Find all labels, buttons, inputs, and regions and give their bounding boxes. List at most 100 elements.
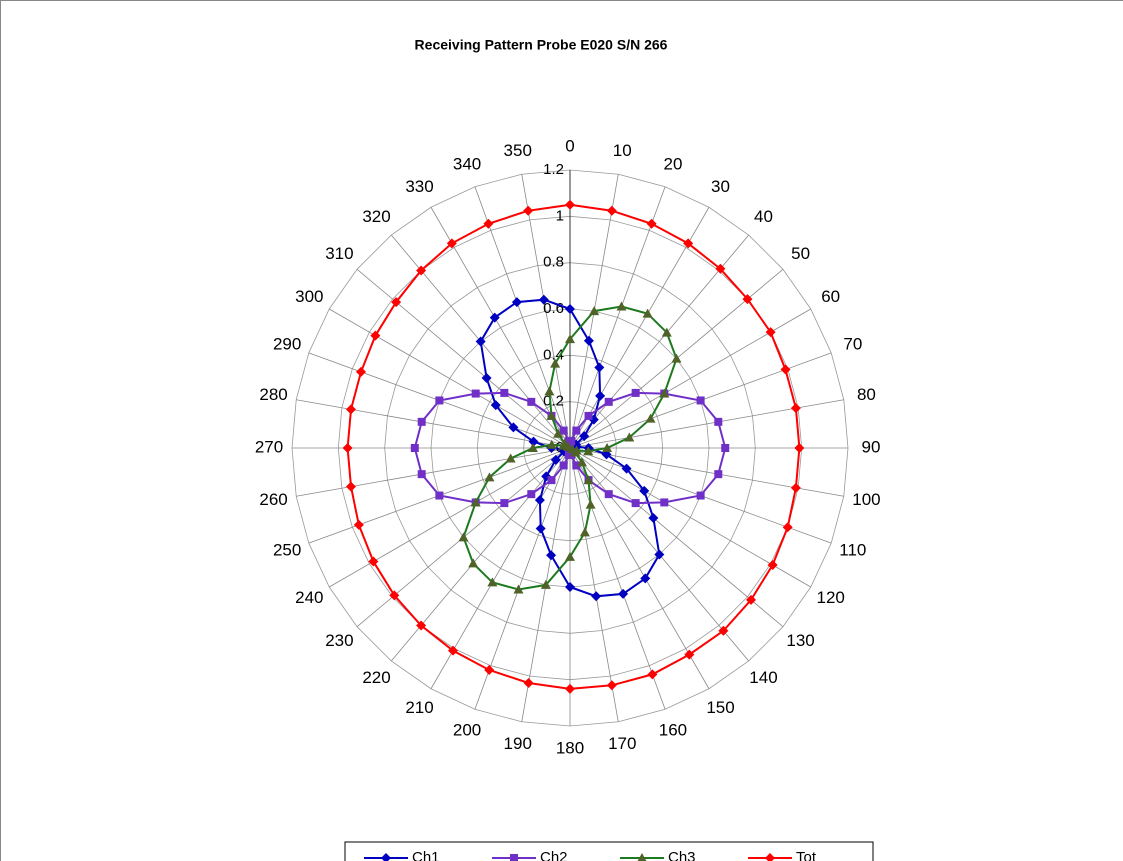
legend-label: Ch3 bbox=[668, 849, 696, 861]
marker bbox=[780, 364, 791, 375]
marker bbox=[595, 390, 606, 401]
angle-label: 40 bbox=[754, 207, 773, 226]
marker bbox=[487, 577, 498, 587]
angle-label: 270 bbox=[255, 437, 283, 456]
marker bbox=[683, 238, 694, 249]
angle-label: 280 bbox=[259, 385, 287, 404]
marker bbox=[528, 436, 539, 447]
marker bbox=[391, 297, 402, 308]
marker bbox=[618, 588, 629, 599]
angle-label: 80 bbox=[857, 385, 876, 404]
marker bbox=[631, 499, 640, 508]
marker bbox=[559, 438, 570, 448]
marker bbox=[594, 362, 605, 373]
marker bbox=[602, 443, 613, 452]
angle-label: 120 bbox=[816, 588, 844, 607]
marker bbox=[468, 558, 479, 568]
marker bbox=[639, 485, 650, 496]
marker bbox=[540, 579, 551, 589]
spoke bbox=[569, 207, 710, 449]
marker bbox=[714, 470, 723, 479]
marker bbox=[570, 447, 581, 457]
marker bbox=[446, 238, 457, 249]
marker bbox=[589, 306, 600, 316]
marker bbox=[648, 512, 659, 523]
marker bbox=[767, 559, 778, 570]
angle-label: 310 bbox=[325, 244, 353, 263]
spoke bbox=[329, 308, 571, 449]
angle-label: 60 bbox=[821, 287, 840, 306]
marker bbox=[790, 403, 801, 414]
marker bbox=[765, 327, 776, 338]
marker bbox=[481, 373, 492, 384]
marker bbox=[565, 199, 575, 210]
angle-label: 220 bbox=[362, 668, 390, 687]
marker bbox=[527, 443, 538, 452]
spoke bbox=[569, 447, 784, 628]
marker bbox=[490, 400, 501, 411]
marker bbox=[535, 523, 546, 534]
marker bbox=[510, 854, 518, 861]
angle-label: 210 bbox=[405, 698, 433, 717]
marker bbox=[564, 437, 573, 446]
marker bbox=[565, 683, 575, 694]
marker bbox=[647, 669, 658, 680]
angle-label: 350 bbox=[504, 141, 532, 160]
marker bbox=[742, 294, 753, 305]
marker bbox=[606, 205, 617, 216]
radial-tick-label: 0.2 bbox=[543, 393, 564, 410]
marker bbox=[583, 446, 594, 456]
legend-box bbox=[344, 841, 874, 861]
marker bbox=[565, 582, 575, 592]
marker bbox=[410, 444, 419, 452]
angle-label: 0 bbox=[565, 136, 574, 155]
angle-label: 90 bbox=[862, 437, 881, 456]
marker bbox=[368, 556, 379, 567]
marker bbox=[527, 397, 536, 406]
marker bbox=[505, 453, 516, 463]
marker bbox=[342, 443, 353, 453]
marker bbox=[484, 665, 495, 676]
marker bbox=[546, 439, 557, 449]
spoke bbox=[474, 447, 571, 710]
marker bbox=[642, 308, 653, 318]
marker bbox=[585, 499, 596, 509]
legend-label: Ch2 bbox=[540, 849, 568, 861]
marker bbox=[721, 444, 730, 452]
marker bbox=[583, 475, 594, 485]
marker bbox=[500, 388, 509, 397]
marker bbox=[381, 853, 391, 861]
angle-label: 230 bbox=[325, 631, 353, 650]
chart-title: Receiving Pattern Probe E020 S/N 266 bbox=[415, 37, 668, 53]
angle-label: 330 bbox=[405, 177, 433, 196]
spoke bbox=[474, 186, 571, 449]
marker bbox=[671, 353, 682, 363]
marker bbox=[646, 218, 657, 229]
angle-label: 320 bbox=[362, 207, 390, 226]
marker bbox=[435, 491, 444, 500]
radial-tick-label: 1 bbox=[556, 207, 564, 224]
marker bbox=[546, 550, 557, 561]
radial-tick-label: 1.2 bbox=[543, 161, 564, 178]
angle-label: 200 bbox=[453, 720, 481, 739]
marker bbox=[640, 573, 651, 584]
marker bbox=[416, 620, 427, 631]
radial-tick-label: 0.8 bbox=[543, 254, 564, 271]
angle-label: 340 bbox=[453, 155, 481, 174]
marker bbox=[484, 472, 495, 482]
angle-label: 20 bbox=[663, 155, 682, 174]
marker bbox=[544, 386, 555, 396]
marker bbox=[624, 432, 635, 442]
marker bbox=[546, 410, 557, 420]
marker bbox=[559, 461, 568, 470]
marker bbox=[370, 330, 381, 341]
marker bbox=[579, 431, 590, 442]
marker bbox=[696, 396, 705, 405]
marker bbox=[790, 482, 801, 493]
marker bbox=[538, 294, 549, 305]
marker bbox=[604, 490, 613, 499]
angle-label: 150 bbox=[706, 698, 734, 717]
marker bbox=[746, 594, 757, 605]
marker bbox=[572, 461, 581, 470]
spoke bbox=[329, 447, 571, 588]
